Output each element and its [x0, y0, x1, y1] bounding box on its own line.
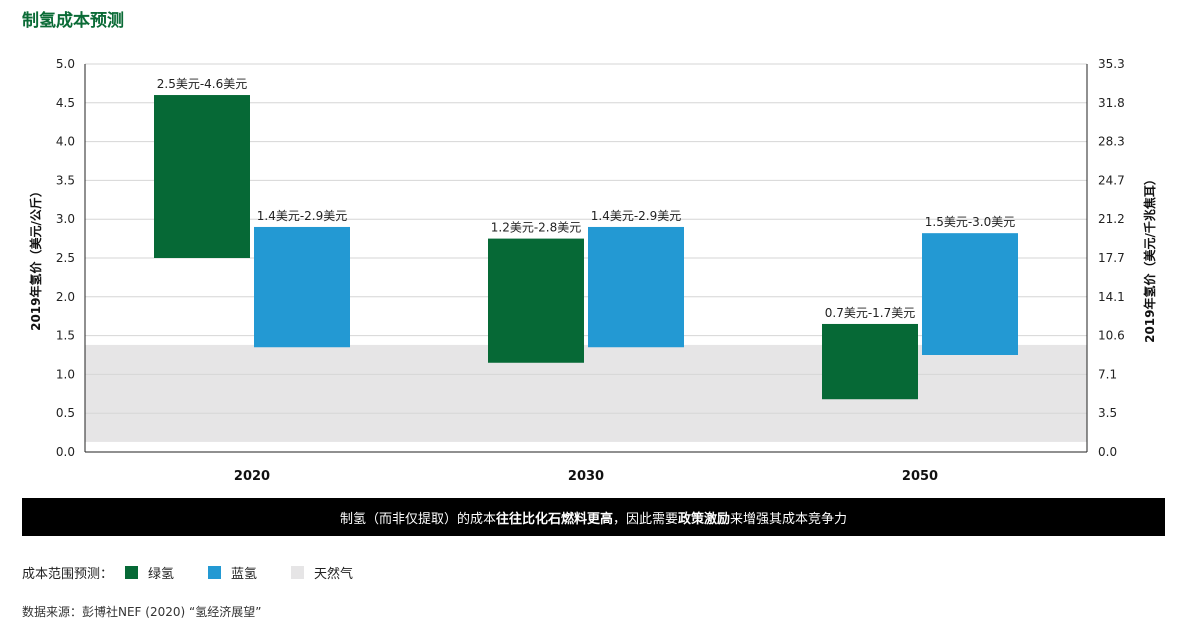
y-tick-left: 5.0 [56, 57, 75, 71]
legend: 成本范围预测： 绿氢 蓝氢 天然气 [22, 563, 387, 582]
cost-chart: 0.0 0.0 0.5 3.5 1.0 7.1 1.5 10.6 2.0 14.1 2.5 17.7 3… [28, 57, 1157, 484]
legend-item-blue: 蓝氢 [208, 563, 257, 582]
y-tick-left: 4.0 [56, 135, 75, 149]
banner-text-2: ，因此需要 [612, 511, 678, 527]
data-label: 0.7美元-1.7美元 [825, 306, 916, 320]
legend-swatch-blue [208, 566, 222, 579]
y-tick-left: 3.5 [56, 173, 75, 187]
y-tick-left: 0.5 [56, 406, 75, 420]
y-tick-right: 21.2 [1098, 212, 1125, 226]
legend-text-green: 绿氢 [148, 567, 175, 582]
y-tick-left: 4.5 [56, 96, 75, 110]
chart-title: 制氢成本预测 [22, 11, 124, 31]
y-axis-label-left: 2019年氢价（美元/公斤） [28, 185, 43, 331]
y-tick-right: 31.8 [1098, 96, 1125, 110]
banner-bold-2: 政策激励 [678, 511, 731, 527]
y-tick-right: 24.7 [1098, 173, 1125, 187]
legend-item-green: 绿氢 [125, 563, 174, 582]
summary-banner: 制氢（而非仅提取）的成本 往往比化石燃料更高 ，因此需要 政策激励 来增强其成本竞争力 [22, 498, 1165, 536]
bar-blue-2050 [922, 233, 1018, 355]
bar-green-2020 [154, 95, 250, 258]
y-tick-left: 3.0 [56, 212, 75, 226]
natural-gas-band [85, 344, 1087, 442]
x-tick-label: 2050 [902, 469, 938, 484]
data-label: 1.4美元-2.9美元 [591, 209, 682, 223]
y-tick-right: 35.3 [1098, 57, 1125, 71]
x-tick-label: 2020 [234, 469, 270, 484]
source-note: 数据来源：彭博社NEF (2020) “氢经济展望” [22, 605, 262, 619]
y-tick-right: 17.7 [1098, 251, 1125, 265]
legend-text-blue: 蓝氢 [231, 567, 258, 582]
bar-green-2030 [488, 238, 584, 363]
legend-text-gas: 天然气 [314, 567, 354, 582]
y-tick-right: 0.0 [1098, 445, 1117, 459]
banner-bold-1: 往往比化石燃料更高 [495, 511, 613, 527]
y-tick-left: 2.5 [56, 251, 75, 265]
bar-blue-2030 [588, 226, 684, 348]
y-tick-right: 28.3 [1098, 135, 1125, 149]
y-tick-right: 7.1 [1098, 367, 1117, 381]
legend-item-gas: 天然气 [291, 563, 353, 582]
data-label: 1.2美元-2.8美元 [491, 221, 582, 235]
data-label: 2.5美元-4.6美元 [157, 77, 248, 91]
y-tick-left: 2.0 [56, 290, 75, 304]
legend-swatch-gas [291, 566, 305, 579]
y-axis-label-right: 2019年氢价（美元/千兆焦耳） [1142, 173, 1157, 343]
y-tick-right: 14.1 [1098, 290, 1125, 304]
legend-label: 成本范围预测： [22, 567, 114, 582]
x-tick-label: 2030 [568, 469, 604, 484]
banner-text-1: 制氢（而非仅提取）的成本 [339, 511, 496, 527]
data-label: 1.5美元-3.0美元 [925, 215, 1016, 229]
y-tick-right: 3.5 [1098, 406, 1117, 420]
bar-blue-2020 [254, 226, 350, 348]
y-tick-right: 10.6 [1098, 329, 1125, 343]
y-tick-left: 0.0 [56, 445, 75, 459]
banner-text-3: 来增强其成本竞争力 [730, 511, 848, 527]
y-tick-left: 1.5 [56, 329, 75, 343]
legend-swatch-green [125, 566, 139, 579]
data-label: 1.4美元-2.9美元 [257, 209, 348, 223]
y-tick-left: 1.0 [56, 367, 75, 381]
bar-green-2050 [822, 323, 918, 400]
